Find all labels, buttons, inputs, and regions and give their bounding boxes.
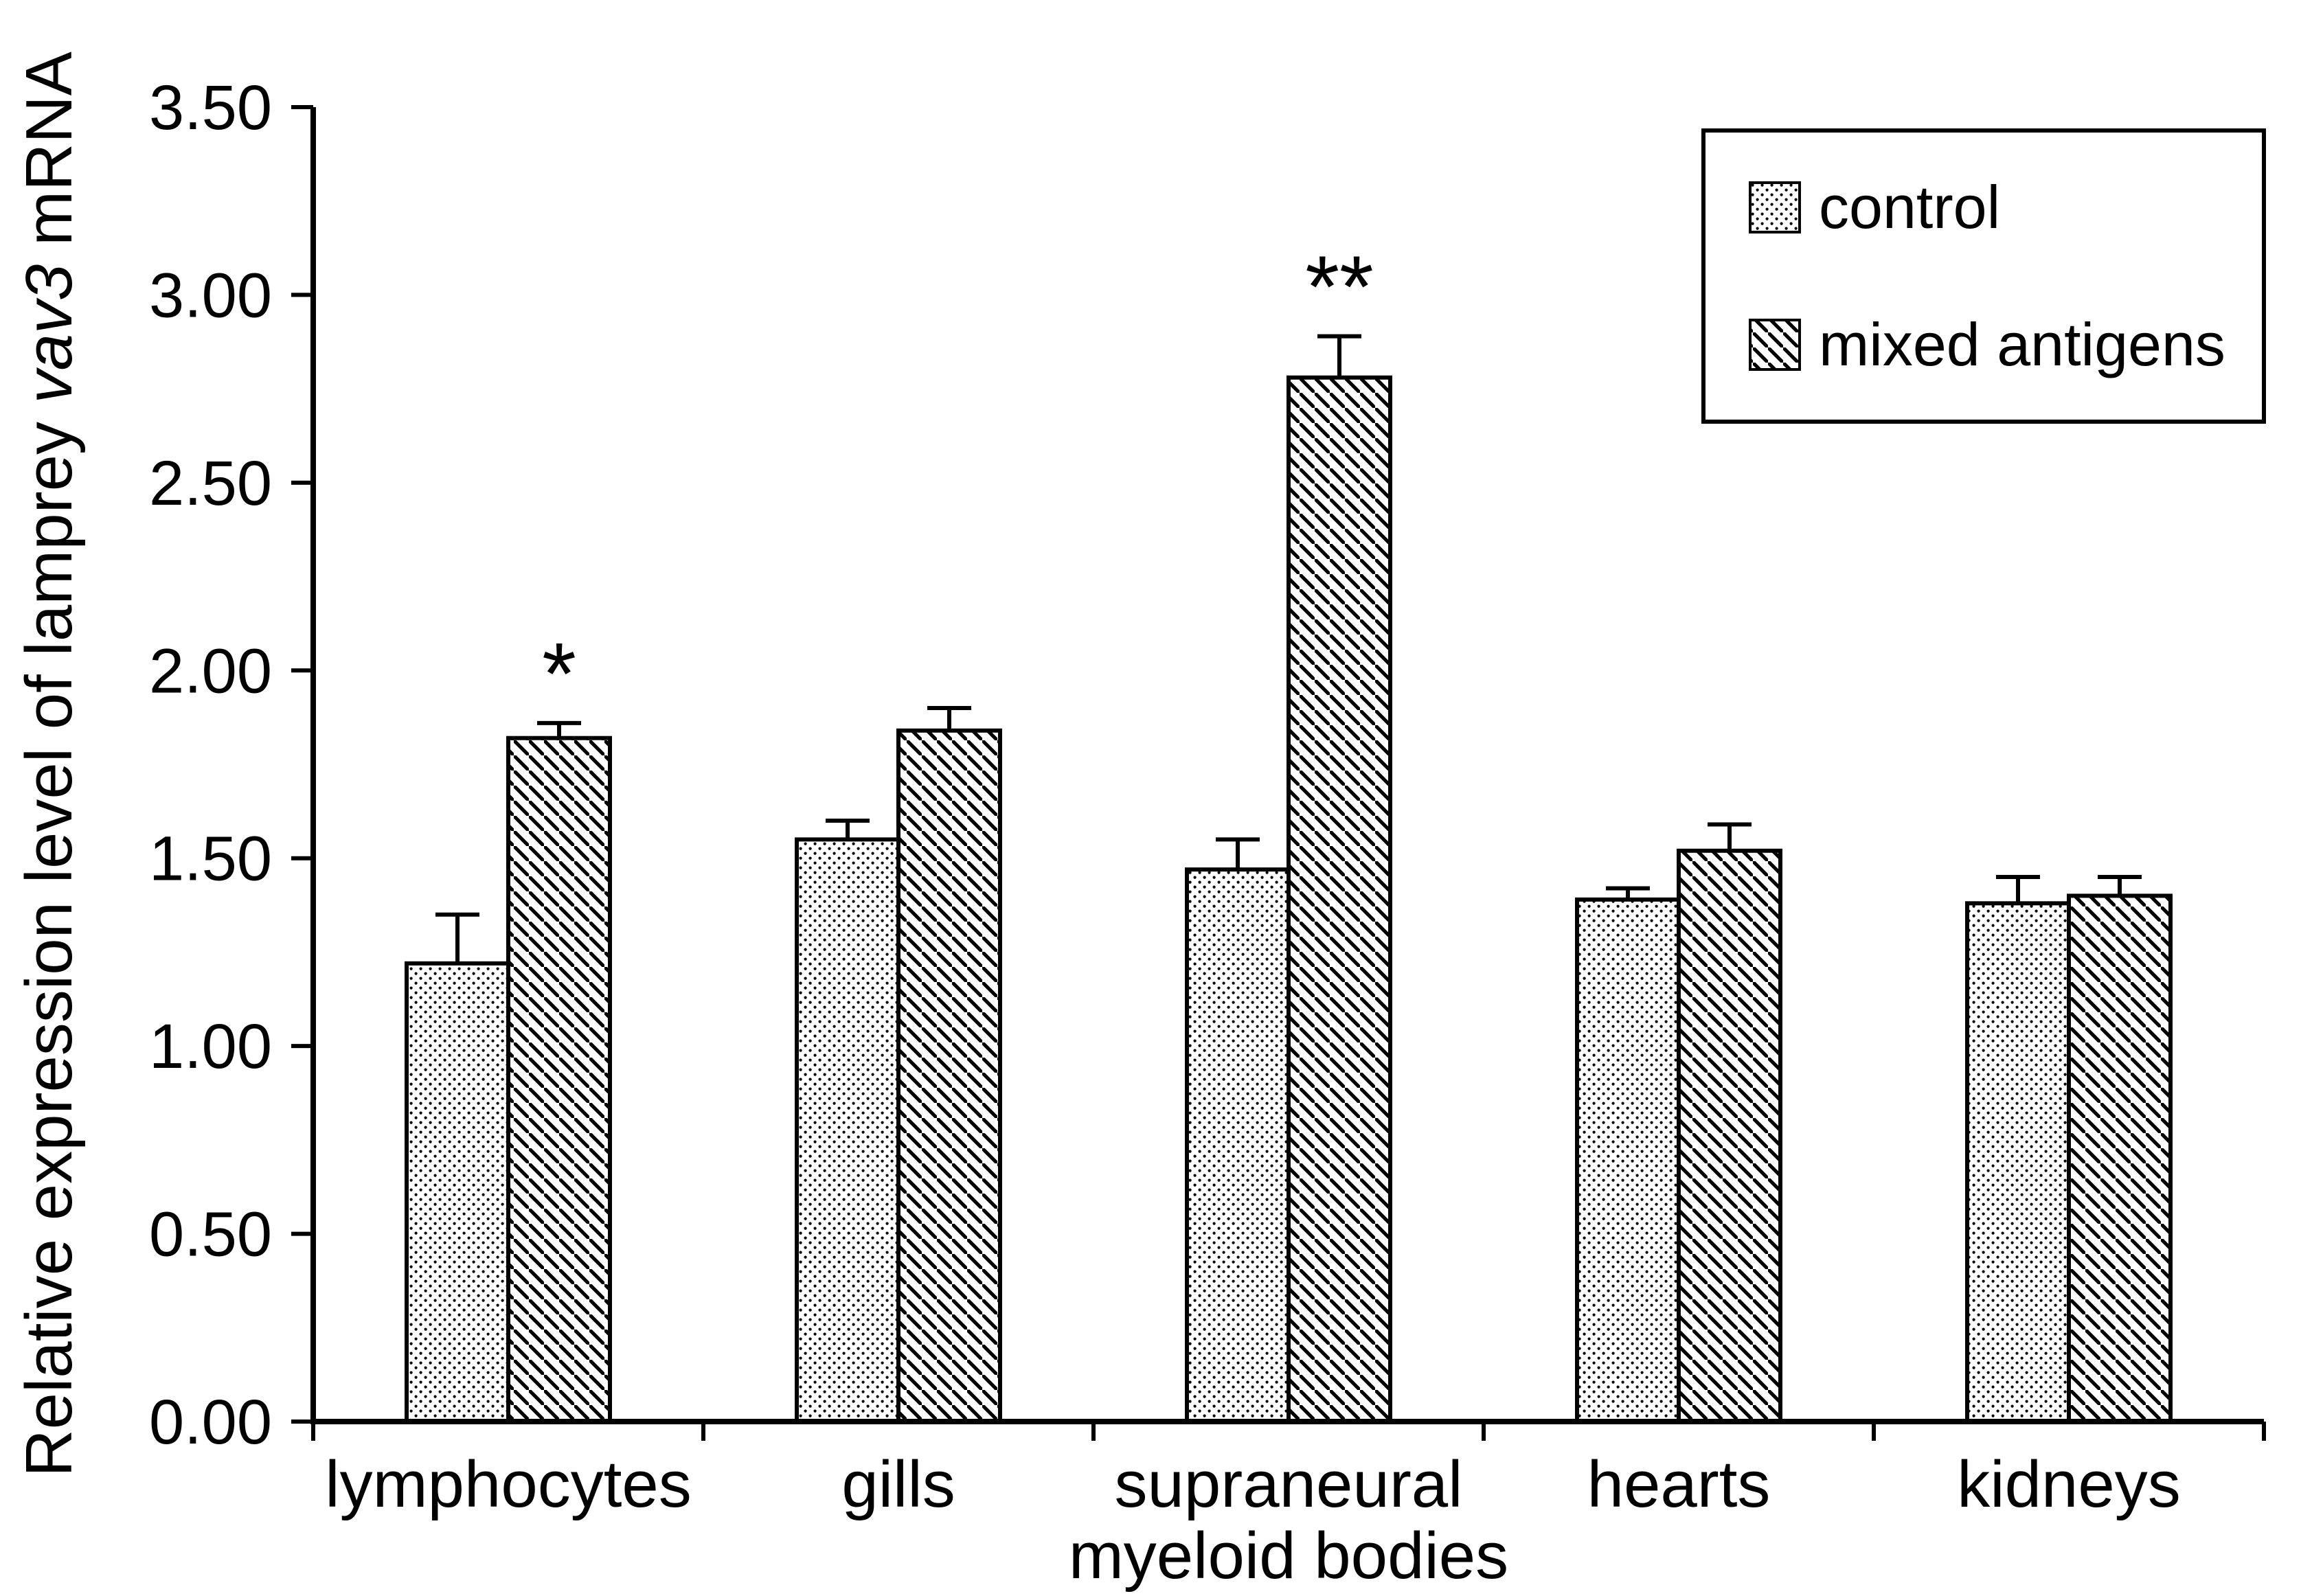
bar-mixed-antigens-hearts: [1677, 848, 1782, 1424]
x-category-label: kidneys: [1957, 1448, 2181, 1521]
bar-control-kidneys: [1965, 901, 2071, 1424]
bar-control-hearts: [1575, 897, 1681, 1424]
bar-mixed-antigens-supraneural: [1287, 375, 1392, 1424]
legend-label: mixed antigens: [1819, 310, 2225, 378]
y-tick-label: 0.00: [149, 1387, 272, 1457]
x-category-label: gills: [841, 1448, 955, 1521]
bar-control-supraneural: [1185, 867, 1291, 1424]
plot-area: 0.00 0.50 1.00 1.50 2.00 2.50 3.00 3.50 lymphocy…: [12, 52, 2266, 1593]
bar-mixed-antigens-kidneys: [2067, 893, 2173, 1424]
y-tick-label: 3.50: [149, 73, 272, 143]
significance-marker: **: [1305, 238, 1374, 337]
y-tick-label: 3.00: [149, 260, 272, 330]
y-tick-label: 1.00: [149, 1012, 272, 1082]
legend-swatch-mixed-antigens: [1749, 319, 1801, 371]
x-category-label: myeloid bodies: [1069, 1519, 1508, 1593]
y-tick-label: 1.50: [149, 824, 272, 894]
x-category-label: hearts: [1587, 1448, 1771, 1521]
legend-swatch-control: [1749, 181, 1801, 233]
bar-control-gills: [795, 837, 900, 1424]
bar-mixed-antigens-lymphocytes: [506, 736, 612, 1424]
legend-label: control: [1819, 173, 2000, 241]
significance-marker: *: [542, 625, 576, 723]
y-tick-label: 2.50: [149, 448, 272, 518]
y-tick-label: 0.50: [149, 1200, 272, 1270]
legend-box: [1701, 128, 2266, 424]
bar-control-lymphocytes: [405, 961, 510, 1424]
y-axis-title: Relative expression level of lamprey vav…: [12, 52, 86, 1477]
bar-mixed-antigens-gills: [896, 728, 1002, 1424]
x-category-label: supraneural: [1115, 1448, 1463, 1521]
x-category-label: lymphocytes: [325, 1448, 692, 1521]
y-tick-label: 2.00: [149, 636, 272, 706]
